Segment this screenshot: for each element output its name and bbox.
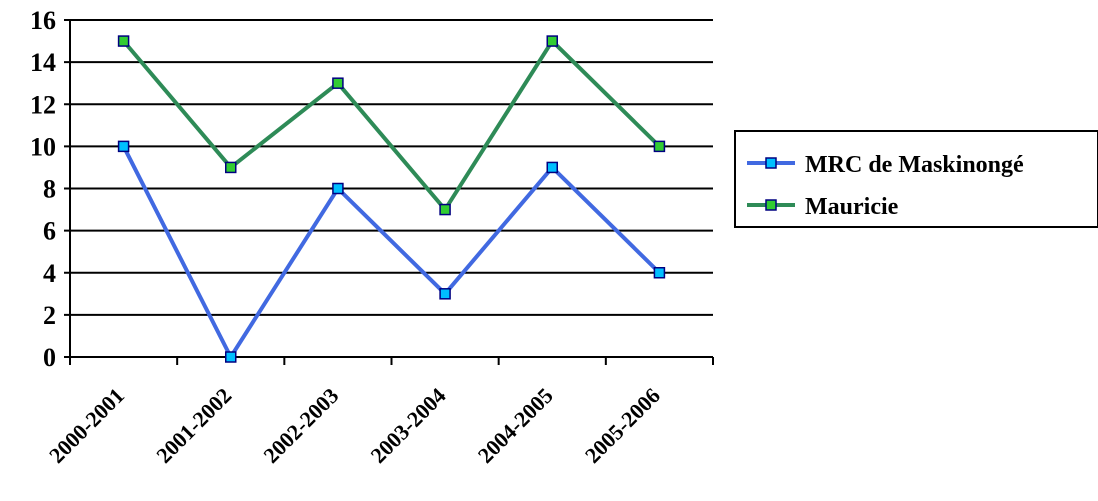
series-line xyxy=(121,145,661,362)
legend: MRC de Maskinongé Mauricie xyxy=(734,130,1098,228)
series-1 xyxy=(117,140,666,363)
y-tick-label: 4 xyxy=(43,259,56,288)
data-point-marker xyxy=(332,182,344,195)
data-point-marker xyxy=(653,140,666,153)
series-2 xyxy=(117,35,666,216)
data-point-marker xyxy=(546,161,558,174)
x-tick-label: 2000-2001 xyxy=(44,383,129,468)
data-point-marker xyxy=(117,140,130,153)
x-tick-label: 2004-2005 xyxy=(473,383,558,468)
y-tick-label: 12 xyxy=(30,90,56,119)
data-point-marker xyxy=(439,288,451,300)
x-tick-label: 2003-2004 xyxy=(366,383,451,468)
legend-label: MRC de Maskinongé xyxy=(805,152,1024,178)
data-point-marker xyxy=(225,351,237,363)
y-tick-label: 6 xyxy=(43,217,56,246)
series-line xyxy=(122,37,661,213)
x-tick-label: 2005-2006 xyxy=(580,383,665,468)
y-tick-label: 16 xyxy=(30,6,56,35)
legend-box xyxy=(734,130,1098,228)
y-tick-label: 8 xyxy=(43,175,56,204)
y-axis-ticks: 0 2 4 6 8 10 12 14 16 xyxy=(30,6,70,372)
y-tick-label: 2 xyxy=(43,301,56,330)
legend-marker xyxy=(765,199,777,211)
x-axis-ticks: 2000-2001 2001-2002 2002-2003 2003-2004 2004… xyxy=(44,357,714,468)
x-tick-label: 2002-2003 xyxy=(258,383,343,468)
data-point-marker xyxy=(653,267,666,279)
legend-marker xyxy=(765,157,777,169)
series-group xyxy=(117,35,666,363)
data-point-marker xyxy=(117,35,130,47)
data-point-marker xyxy=(332,77,344,89)
data-point-marker xyxy=(546,35,558,47)
legend-item: Mauricie xyxy=(747,194,899,220)
legend-item: MRC de Maskinongé xyxy=(747,152,1024,178)
data-point-marker xyxy=(439,203,451,216)
legend-label: Mauricie xyxy=(805,194,899,220)
y-tick-label: 0 xyxy=(43,343,56,372)
y-tick-label: 14 xyxy=(30,48,56,77)
x-tick-label: 2001-2002 xyxy=(151,383,236,468)
data-point-marker xyxy=(225,161,237,174)
gridlines xyxy=(70,19,713,316)
y-tick-label: 10 xyxy=(30,132,56,161)
